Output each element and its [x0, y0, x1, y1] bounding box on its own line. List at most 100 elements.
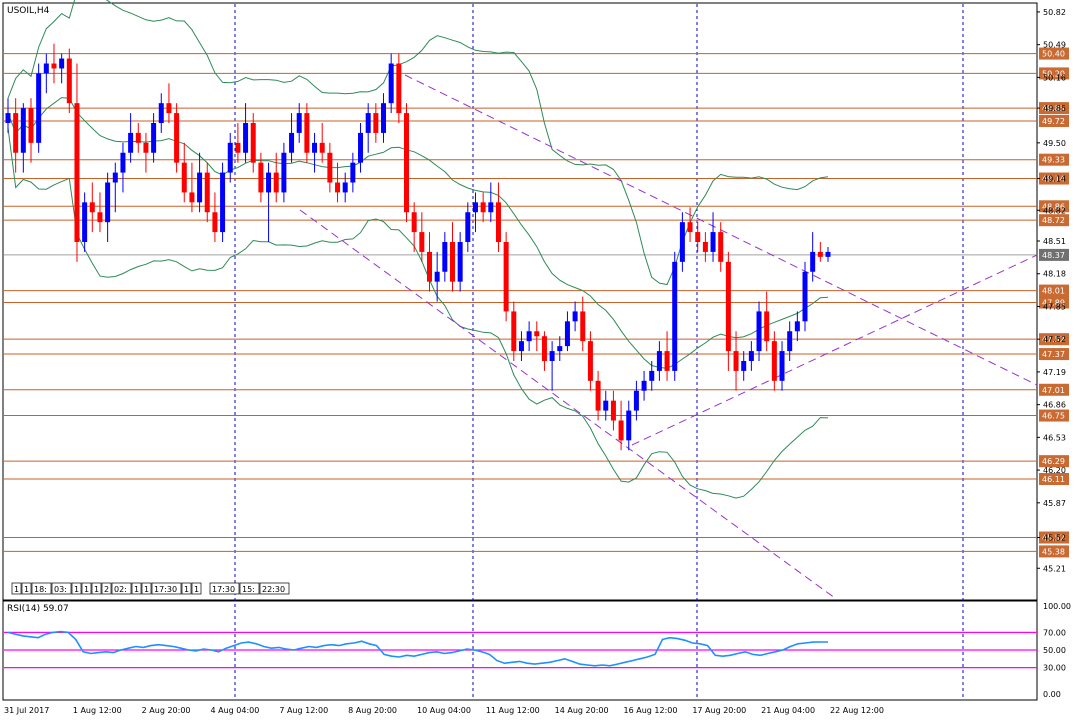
candle — [20, 103, 26, 173]
candle — [817, 242, 823, 262]
symbol-label: USOIL,H4 — [7, 6, 50, 16]
candle — [350, 152, 356, 193]
rsi-tick-label: 50.00 — [1043, 646, 1066, 655]
price-tick-label: 45.52 — [1043, 534, 1066, 543]
legend-box — [71, 582, 82, 595]
price-level-label: 47.89 — [1042, 298, 1065, 307]
legend-box-label: 17:30 — [154, 585, 177, 594]
price-level-label: 50.40 — [1042, 50, 1065, 59]
candle — [135, 123, 141, 153]
price-tick-label: 50.82 — [1043, 8, 1066, 17]
price-level-tag — [1039, 172, 1069, 185]
candle — [143, 132, 149, 173]
candle — [388, 53, 394, 114]
legend-box-label: 18: — [34, 585, 47, 594]
candle — [725, 251, 731, 371]
time-axis-label: 22 Aug 12:00 — [830, 706, 884, 715]
legend-box-label: 2 — [104, 585, 109, 594]
candle — [220, 162, 226, 242]
price-level-label: 50.20 — [1042, 69, 1065, 78]
candle — [74, 63, 80, 262]
candle — [250, 113, 256, 173]
price-level-tag — [1039, 383, 1069, 396]
time-axis-label: 7 Aug 12:00 — [279, 706, 328, 715]
candle — [457, 232, 463, 292]
candle — [580, 296, 586, 352]
candle — [51, 43, 57, 84]
legend-box — [11, 582, 22, 595]
candle — [212, 192, 218, 242]
price-level-label: 46.29 — [1042, 457, 1065, 466]
legend-box — [131, 582, 142, 595]
candle — [227, 132, 233, 183]
candle — [419, 212, 425, 262]
candle — [687, 207, 693, 242]
candle — [756, 301, 762, 361]
price-tick-label: 45.87 — [1043, 499, 1066, 508]
price-level-label: 47.01 — [1042, 386, 1065, 395]
price-tick-label: 46.86 — [1043, 401, 1066, 410]
candle — [174, 103, 180, 173]
candle — [741, 351, 747, 381]
candle — [112, 162, 118, 213]
candle — [488, 182, 494, 223]
candle — [266, 162, 272, 242]
legend-box — [151, 582, 182, 595]
candle — [480, 192, 486, 223]
candle — [672, 251, 678, 381]
time-axis-label: 2 Aug 20:00 — [142, 706, 191, 715]
candle — [13, 98, 19, 173]
legend-box — [21, 582, 32, 595]
candle — [197, 152, 203, 213]
price-level-tag — [1039, 67, 1069, 80]
candle — [511, 301, 517, 361]
candle — [128, 113, 134, 163]
candle — [603, 390, 609, 421]
candle — [312, 132, 318, 173]
price-level-label: 48.01 — [1042, 287, 1065, 296]
time-axis-label: 4 Aug 04:00 — [211, 706, 260, 715]
legend-box-label: 1 — [14, 585, 19, 594]
channel-line — [631, 254, 1038, 446]
candle — [518, 331, 524, 361]
candle — [43, 53, 49, 94]
candle — [327, 142, 333, 193]
candle — [495, 182, 501, 252]
price-tick-label: 49.85 — [1043, 104, 1066, 113]
legend-box-label: 1 — [134, 585, 139, 594]
legend-box — [31, 582, 52, 595]
legend-box — [141, 582, 152, 595]
time-axis-label: 1 Aug 12:00 — [73, 706, 122, 715]
candle — [449, 222, 455, 292]
candle — [296, 103, 302, 143]
candle — [166, 83, 172, 123]
price-level-label: 45.52 — [1042, 534, 1065, 543]
candle — [404, 103, 410, 223]
time-axis-label: 21 Aug 04:00 — [761, 706, 815, 715]
time-axis-label: 17 Aug 20:00 — [692, 706, 746, 715]
candle — [733, 331, 739, 391]
price-tick-label: 50.16 — [1043, 73, 1066, 82]
candle — [825, 246, 831, 262]
legend-box — [191, 582, 202, 595]
candle — [243, 103, 249, 163]
candle — [97, 192, 103, 233]
candle — [189, 162, 195, 213]
candle — [358, 123, 364, 173]
candle — [587, 331, 593, 391]
legend-box-label: 22:30 — [262, 585, 285, 594]
legend-box — [259, 582, 290, 595]
candle — [641, 370, 647, 401]
rsi-tick-label: 70.00 — [1043, 628, 1066, 637]
current-price-label: 48.37 — [1042, 251, 1065, 260]
legend-box — [181, 582, 192, 595]
price-level-tag — [1039, 455, 1069, 468]
candle — [5, 98, 11, 133]
legend-box — [81, 582, 92, 595]
candle — [534, 321, 540, 352]
price-level-tag — [1039, 348, 1069, 361]
candle — [411, 202, 417, 252]
price-level-tag — [1039, 296, 1069, 309]
price-level-tag — [1039, 333, 1069, 346]
price-level-label: 48.86 — [1042, 202, 1065, 211]
